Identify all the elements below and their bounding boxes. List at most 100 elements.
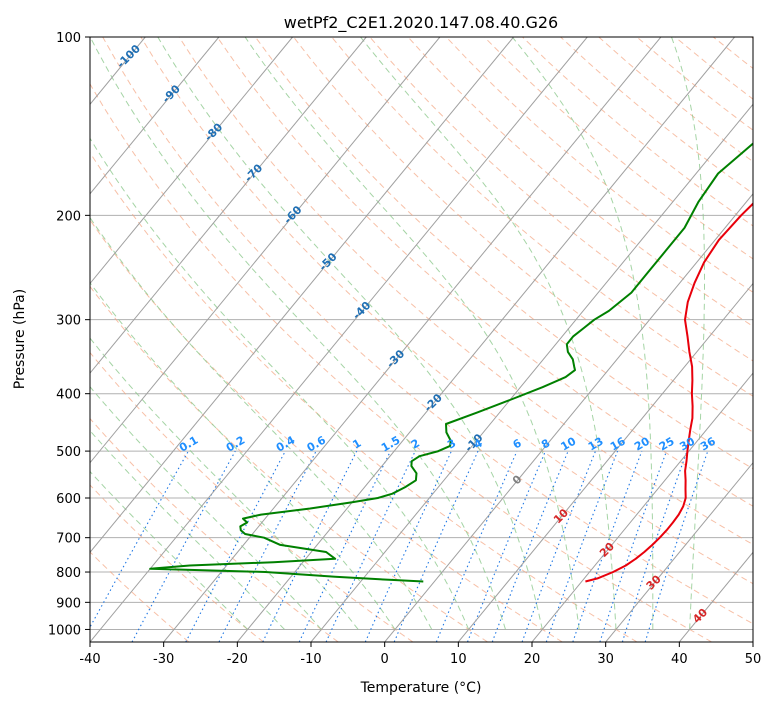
x-tick-label: 10 [450, 652, 467, 667]
x-tick-label: -30 [153, 652, 174, 667]
isotherm [90, 37, 514, 554]
dry-adiabat [90, 285, 488, 642]
y-tick-label: 300 [56, 314, 81, 329]
dry-adiabat [560, 37, 753, 195]
dry-adiabat [216, 37, 753, 507]
isotherm-label: -50 [316, 250, 339, 273]
isotherm [90, 37, 367, 374]
x-tick-label: 30 [597, 652, 614, 667]
y-tick-label: 400 [56, 388, 81, 403]
mixing-ratio-label: 1 [350, 437, 363, 452]
dry-adiabat [178, 37, 753, 546]
y-axis-label: Pressure (hPa) [12, 289, 28, 389]
dry-adiabat [331, 37, 753, 397]
y-tick-label: 1000 [48, 623, 81, 638]
isotherm [678, 551, 753, 642]
dry-adiabat [674, 37, 753, 100]
isotherm-label: -30 [384, 347, 407, 370]
temperature-line [585, 202, 753, 583]
isotherm [310, 103, 753, 642]
dry-adiabat [751, 37, 753, 39]
isotherm-label: -40 [350, 299, 373, 322]
moist-adiabat [90, 337, 359, 630]
moist-adiabat [671, 37, 705, 630]
moist-adiabat [157, 37, 543, 630]
isotherm [384, 193, 753, 642]
x-tick-label: 40 [671, 652, 688, 667]
moist-adiabat [90, 216, 433, 630]
mixing-ratio-line [185, 450, 286, 642]
isotherm [163, 37, 662, 642]
background-lines [0, 37, 753, 642]
isotherm [90, 37, 293, 285]
dry-adiabat [90, 83, 712, 642]
dry-adiabat [90, 351, 414, 642]
x-tick-label: -20 [227, 652, 248, 667]
dry-adiabat [90, 551, 190, 642]
dry-adiabat [369, 37, 753, 362]
moist-adiabat [511, 37, 654, 630]
y-tick-label: 500 [56, 445, 81, 460]
mixing-ratio-label: 6 [511, 436, 524, 451]
dry-adiabat [254, 37, 753, 470]
mixing-ratio-line [325, 450, 416, 642]
y-tick-label: 800 [56, 566, 81, 581]
isotherm-label: -90 [160, 82, 183, 105]
isotherm [90, 37, 441, 464]
mixing-ratio-line [621, 450, 688, 642]
moist-adiabat [90, 137, 470, 630]
isotherm [605, 461, 753, 642]
dry-adiabat [90, 219, 563, 642]
x-tick-label: 0 [381, 652, 389, 667]
x-tick-label: -10 [300, 652, 321, 667]
mixing-ratio-line [435, 450, 518, 642]
isotherm-label: -80 [202, 120, 225, 143]
moist-adiabat [244, 37, 580, 630]
y-tick-label: 900 [56, 596, 81, 611]
dewpoint-line [149, 142, 753, 583]
mixing-ratio-line [491, 450, 569, 642]
dry-adiabat [90, 417, 339, 642]
x-axis: -40 -30 -20 -10 0 10 20 30 40 50 [79, 642, 761, 667]
y-tick-label: 700 [56, 532, 81, 547]
isotherm-label: -20 [422, 391, 445, 414]
mixing-ratio-label: 3 [445, 437, 458, 452]
mixing-ratio-label: 2 [409, 437, 422, 452]
isotherm-label: -100 [114, 42, 143, 71]
plot-frame [89, 36, 754, 643]
dry-adiabat [712, 37, 753, 70]
y-tick-label: 200 [56, 209, 81, 224]
dry-adiabat [522, 37, 753, 227]
mixing-ratio-line [262, 450, 358, 642]
y-axis: 100 200 300 400 500 600 700 800 900 1000 [48, 31, 90, 638]
isotherm-label: 10 [551, 506, 571, 526]
x-tick-label: 20 [524, 652, 541, 667]
moist-adiabat [360, 37, 617, 630]
isotherm [236, 37, 735, 642]
isotherm [90, 37, 220, 195]
mixing-ratio-line [599, 450, 668, 642]
mixing-ratio-line [298, 450, 391, 642]
isotherm [531, 372, 753, 642]
dry-adiabat [293, 37, 753, 433]
series-lines [149, 142, 753, 583]
isotherm [457, 282, 753, 642]
y-tick-label: 600 [56, 492, 81, 507]
mixing-ratio-line [521, 450, 597, 642]
isoline-labels: -100-90-80-70-60-50-40-30-20-10010203040… [114, 42, 718, 626]
moist-adiabat [90, 281, 396, 630]
dry-adiabat [90, 484, 264, 642]
moist-adiabat [90, 37, 506, 630]
x-tick-label: 50 [745, 652, 762, 667]
isotherm [90, 37, 588, 642]
dry-adiabat [90, 151, 638, 642]
x-axis-label: Temperature (°C) [360, 680, 482, 696]
mixing-ratio-line [218, 450, 317, 642]
dry-adiabat [636, 37, 753, 131]
y-tick-label: 100 [56, 31, 81, 46]
moist-adiabat [90, 385, 322, 630]
isotherm [0, 37, 72, 642]
x-tick-label: -40 [79, 652, 100, 667]
mixing-ratio-line [466, 450, 546, 642]
